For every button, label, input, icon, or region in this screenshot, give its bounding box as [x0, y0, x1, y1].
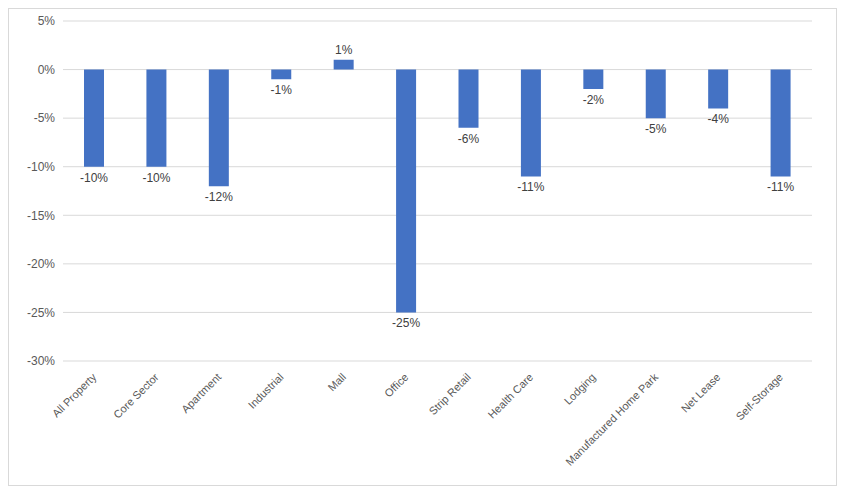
svg-text:All Property: All Property — [50, 370, 99, 419]
svg-text:-1%: -1% — [271, 83, 293, 97]
svg-text:-20%: -20% — [27, 257, 55, 271]
svg-text:-15%: -15% — [27, 209, 55, 223]
svg-text:-5%: -5% — [645, 122, 667, 136]
svg-text:-12%: -12% — [205, 190, 233, 204]
svg-text:Apartment: Apartment — [179, 371, 223, 415]
svg-text:-2%: -2% — [583, 93, 605, 107]
svg-text:Mall: Mall — [325, 371, 348, 394]
svg-text:-6%: -6% — [458, 132, 480, 146]
svg-text:-10%: -10% — [80, 171, 108, 185]
svg-text:Health Care: Health Care — [485, 371, 535, 421]
svg-text:-10%: -10% — [27, 160, 55, 174]
svg-text:5%: 5% — [38, 14, 56, 28]
svg-text:1%: 1% — [335, 43, 353, 57]
svg-text:Net Lease: Net Lease — [679, 371, 723, 415]
svg-text:Self-Storage: Self-Storage — [733, 371, 785, 423]
svg-text:-10%: -10% — [142, 171, 170, 185]
svg-text:0%: 0% — [38, 63, 56, 77]
svg-text:-30%: -30% — [27, 354, 55, 368]
svg-text:-11%: -11% — [517, 180, 544, 194]
svg-text:-25%: -25% — [27, 306, 55, 320]
svg-text:Core Sector: Core Sector — [111, 371, 161, 421]
svg-text:-4%: -4% — [707, 112, 729, 126]
svg-text:-11%: -11% — [767, 180, 794, 194]
svg-text:-25%: -25% — [392, 316, 420, 330]
svg-text:Lodging: Lodging — [562, 371, 598, 407]
svg-text:Strip Retail: Strip Retail — [426, 371, 473, 418]
svg-text:-5%: -5% — [34, 111, 56, 125]
svg-text:Industrial: Industrial — [246, 371, 286, 411]
svg-text:Office: Office — [382, 371, 411, 400]
svg-text:Manufactured Home Park: Manufactured Home Park — [563, 370, 660, 467]
